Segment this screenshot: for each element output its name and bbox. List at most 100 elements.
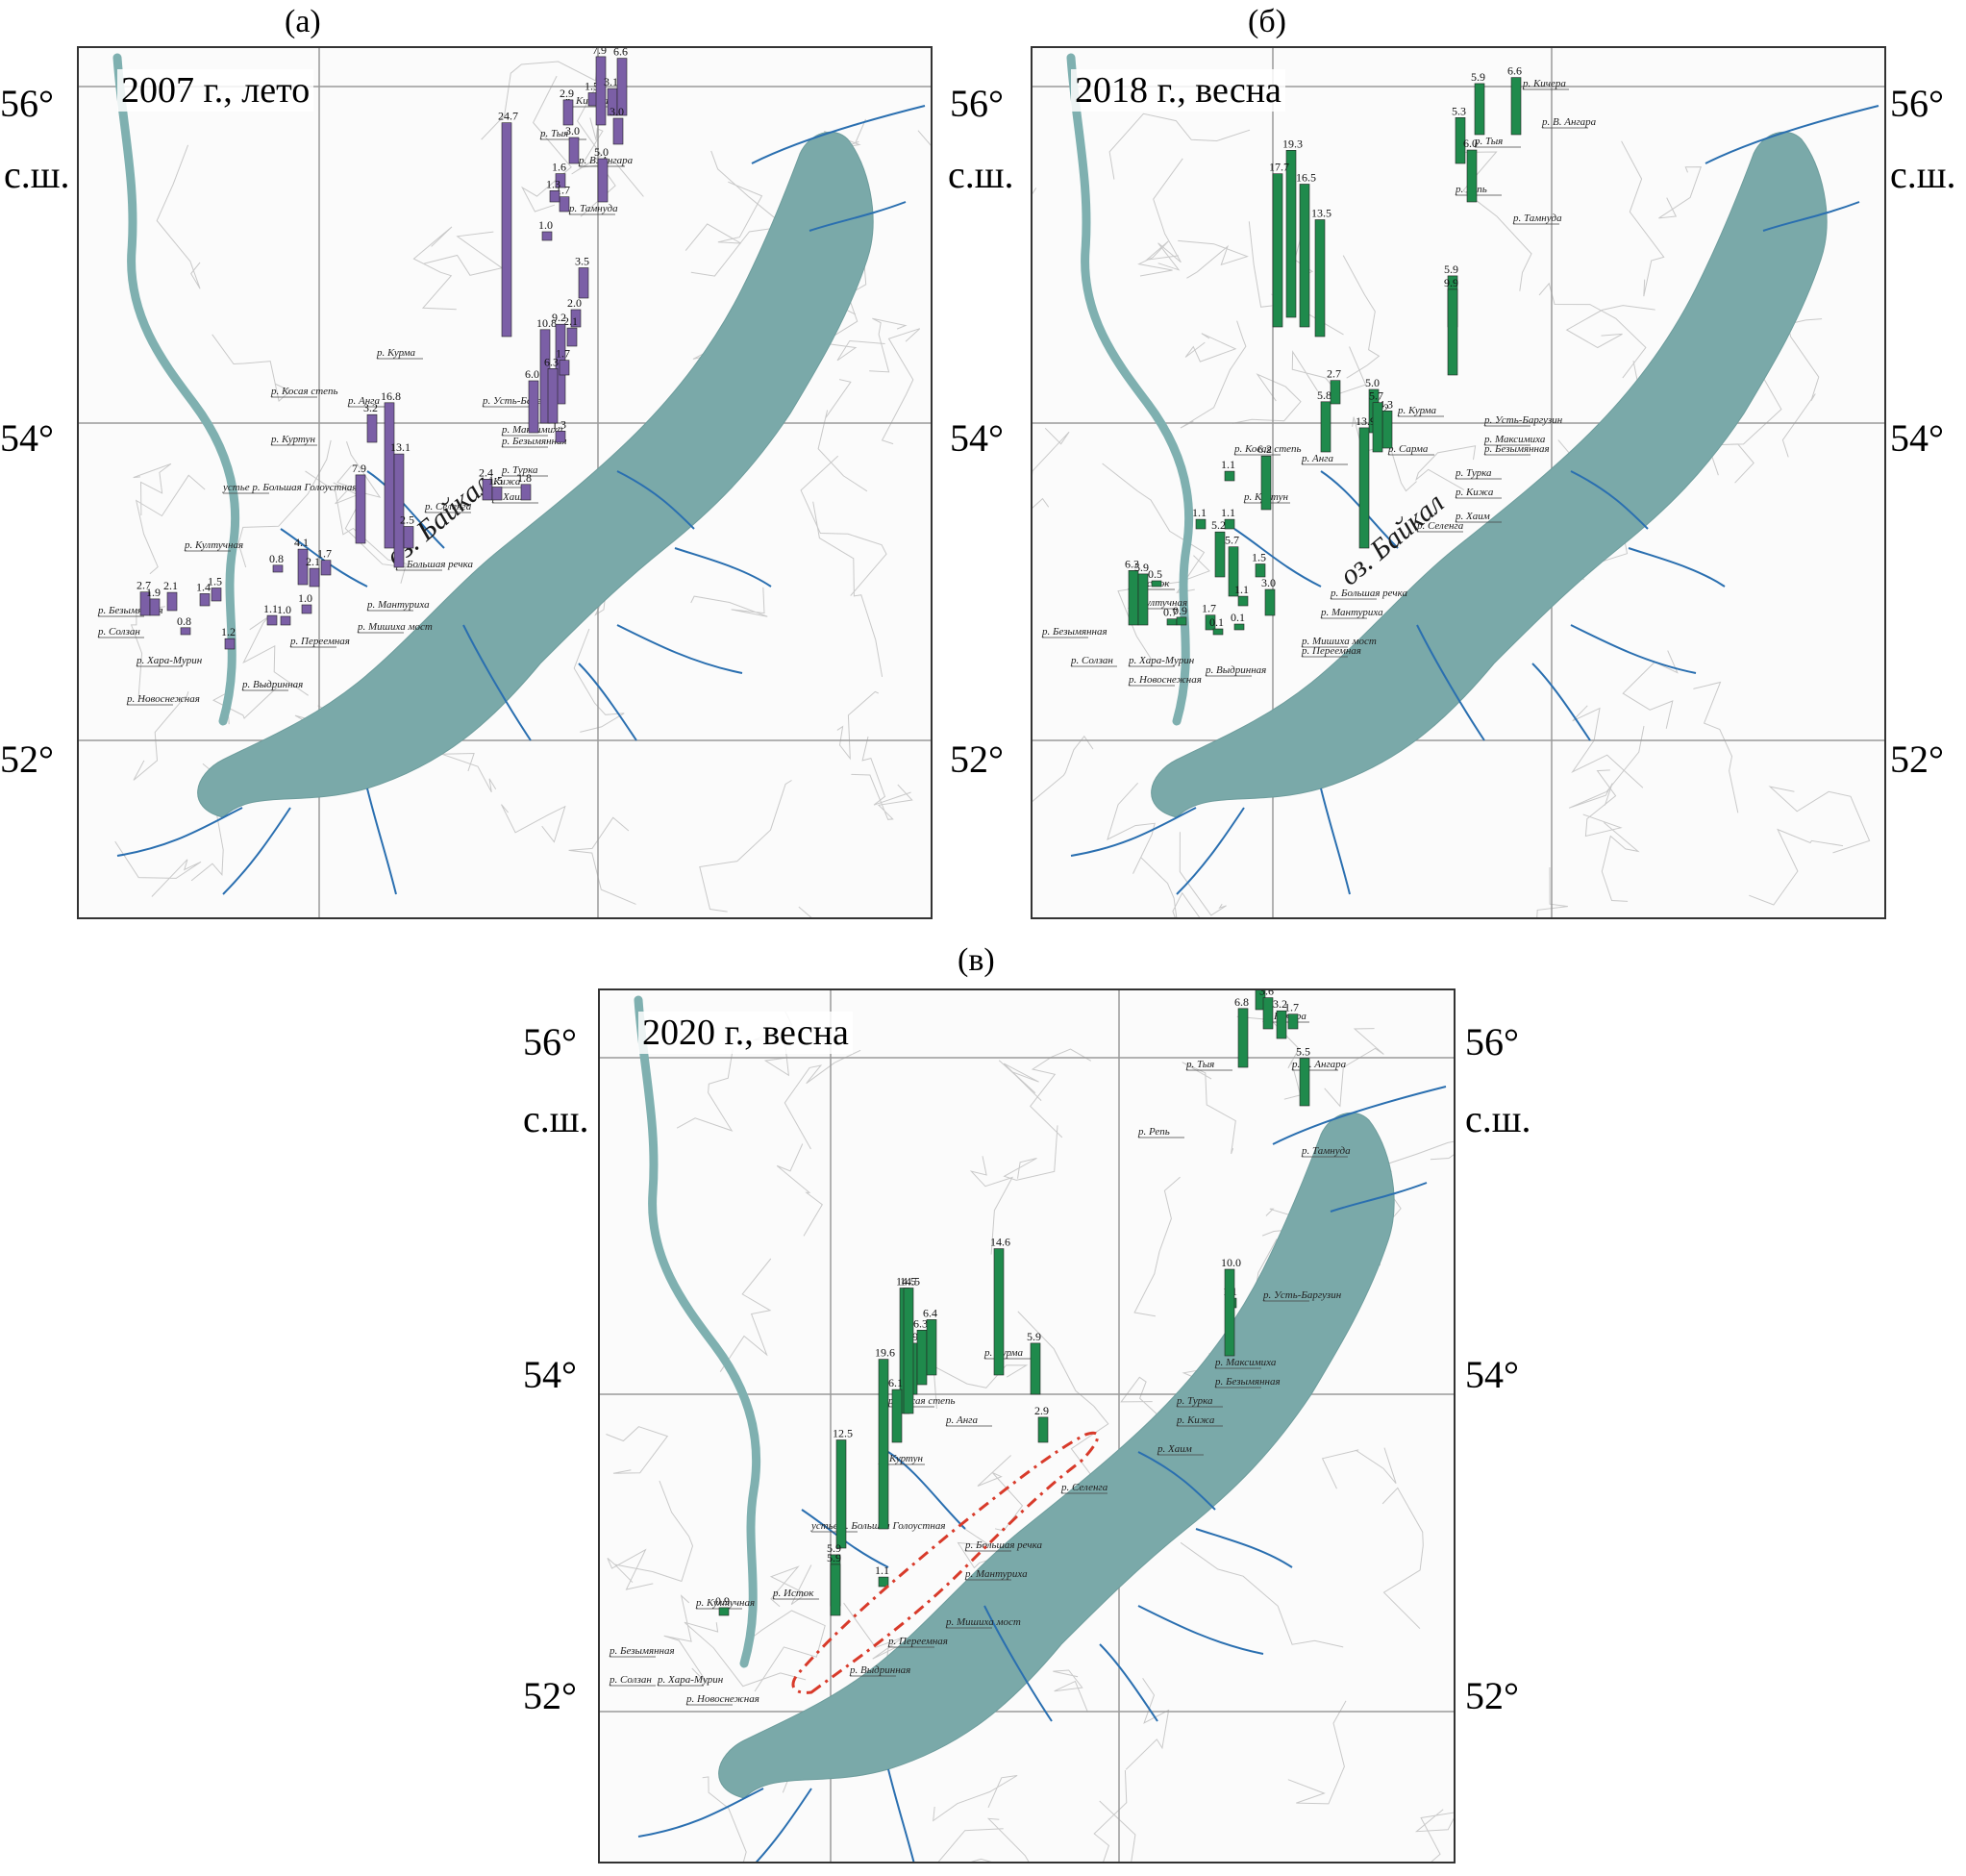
angara-river (112, 53, 240, 726)
tributary-river (809, 201, 907, 232)
lake-baikal (1151, 131, 1828, 818)
concentration-bar (835, 1439, 847, 1549)
river-label: р. Куртун (878, 1453, 923, 1464)
concentration-bar (1330, 380, 1341, 405)
background-stream (843, 1602, 904, 1669)
bar-value-label: 6.4 (923, 1306, 937, 1319)
concentration-bar (1166, 618, 1178, 626)
tributary-river (751, 105, 926, 164)
bar-value-label: 10.8 (536, 316, 557, 330)
concentration-bar (1212, 628, 1224, 636)
background-stream (933, 1775, 1018, 1822)
highlight-zone-outline (791, 1431, 1100, 1694)
river-label: р. Мишиха мост (357, 621, 433, 633)
bar-value-label: 6.0 (525, 367, 539, 381)
concentration-bar (595, 56, 607, 126)
concentration-bar (1205, 614, 1216, 631)
bar-value-label: 13.5 (1311, 207, 1331, 220)
background-stream (820, 282, 885, 362)
river-label: р. Новоснежная (126, 693, 200, 705)
tributary-river (1531, 663, 1591, 741)
river-label: р. Безымянная (1483, 443, 1550, 455)
river-label: р. Турка (1176, 1395, 1213, 1407)
river-label: р. Култучная (184, 539, 243, 551)
tributary-river (1570, 624, 1697, 674)
tributary-river (887, 1768, 915, 1862)
background-stream (917, 130, 931, 146)
tributary-river (1099, 1643, 1158, 1722)
concentration-bar (916, 1329, 928, 1386)
tributary-river (1570, 470, 1649, 530)
concentration-bar (1262, 997, 1274, 1030)
river-label: р. Турка (501, 464, 538, 476)
concentration-bar (1195, 518, 1207, 530)
panel-title-2018: 2018 г., весна (1071, 69, 1285, 112)
concentration-bar (366, 413, 378, 443)
river-label: р. Безымянная (1041, 626, 1107, 638)
river-label: р. Тыя (1474, 136, 1503, 147)
angara-river (634, 995, 761, 1668)
background-stream (937, 1828, 1004, 1862)
map-panel-2018: оз. Байкал р. Кичера р. В. Ангара р. Тыя р. … (1031, 46, 1886, 919)
river-label: р. Селенга (1416, 520, 1464, 532)
background-stream (1749, 828, 1844, 906)
concentration-bar (1255, 563, 1266, 578)
bar-value-label: 6.8 (1234, 995, 1249, 1009)
background-stream (133, 690, 189, 781)
river-label: р. Выдринная (849, 1664, 910, 1676)
background-stream (1184, 333, 1237, 363)
river-label: р. Безымянная (609, 1645, 675, 1657)
river-label: р. Косая степь (1233, 443, 1302, 455)
tributary-river (616, 624, 743, 674)
background-stream (1003, 1125, 1058, 1181)
background-stream (501, 804, 566, 843)
lat-54-left-a: 54° (0, 416, 54, 460)
river-label: р. Селенга (424, 501, 472, 513)
concentration-bar (199, 593, 211, 607)
river-label: р. Куртун (270, 434, 315, 445)
bar-value-label: 5.9 (1027, 1330, 1041, 1343)
river-label: р. В. Ангара (1291, 1059, 1347, 1070)
background-stream (1030, 1048, 1092, 1138)
concentration-bar (180, 627, 191, 636)
background-stream (836, 690, 880, 761)
bar-value-label: 5.3 (1452, 104, 1466, 117)
river-label: р. Максимиха (1483, 434, 1546, 445)
background-stream (1381, 1487, 1424, 1630)
background-stream (237, 439, 332, 568)
lat-52-left-b: 52° (950, 738, 1004, 781)
river-label: р. Тамнуда (568, 203, 618, 214)
concentration-bar (616, 58, 628, 116)
background-stream (800, 455, 887, 596)
lat-52-right-b: 52° (1890, 738, 1944, 781)
bar-value-label: 3.0 (610, 105, 624, 118)
background-stream (769, 1564, 812, 1608)
bar-value-label: 6.2 (1257, 442, 1272, 456)
river-label: р. Тамнуда (1512, 213, 1562, 224)
bar-value-label: 13.9 (1356, 414, 1376, 428)
background-stream (1582, 769, 1623, 838)
background-stream (1232, 373, 1302, 424)
background-stream (1287, 1700, 1347, 1805)
background-stream (607, 1548, 654, 1590)
bar-value-label: 6.3 (913, 1316, 928, 1330)
river-label: р. Репь (1137, 1126, 1170, 1138)
tributary-river (366, 470, 445, 549)
background-stream (114, 840, 202, 897)
concentration-bar (1128, 569, 1139, 626)
river-label: р. Хара-Мурин (136, 655, 203, 666)
river-label: р. Селенга (1060, 1482, 1108, 1493)
concentration-bar (1224, 518, 1235, 530)
river-label: р. Кижа (1176, 1414, 1215, 1426)
tributary-river (1070, 807, 1197, 857)
concentration-bar (926, 1319, 937, 1376)
concentration-bar (393, 453, 405, 568)
concentration-bar (878, 1576, 889, 1588)
concentration-bar (612, 117, 624, 145)
bar-value-label: 0.8 (269, 552, 284, 565)
bar-value-label: 14.6 (990, 1236, 1010, 1249)
background-stream (1153, 158, 1183, 271)
concentration-bar (297, 548, 309, 586)
concentration-bar (301, 604, 312, 614)
